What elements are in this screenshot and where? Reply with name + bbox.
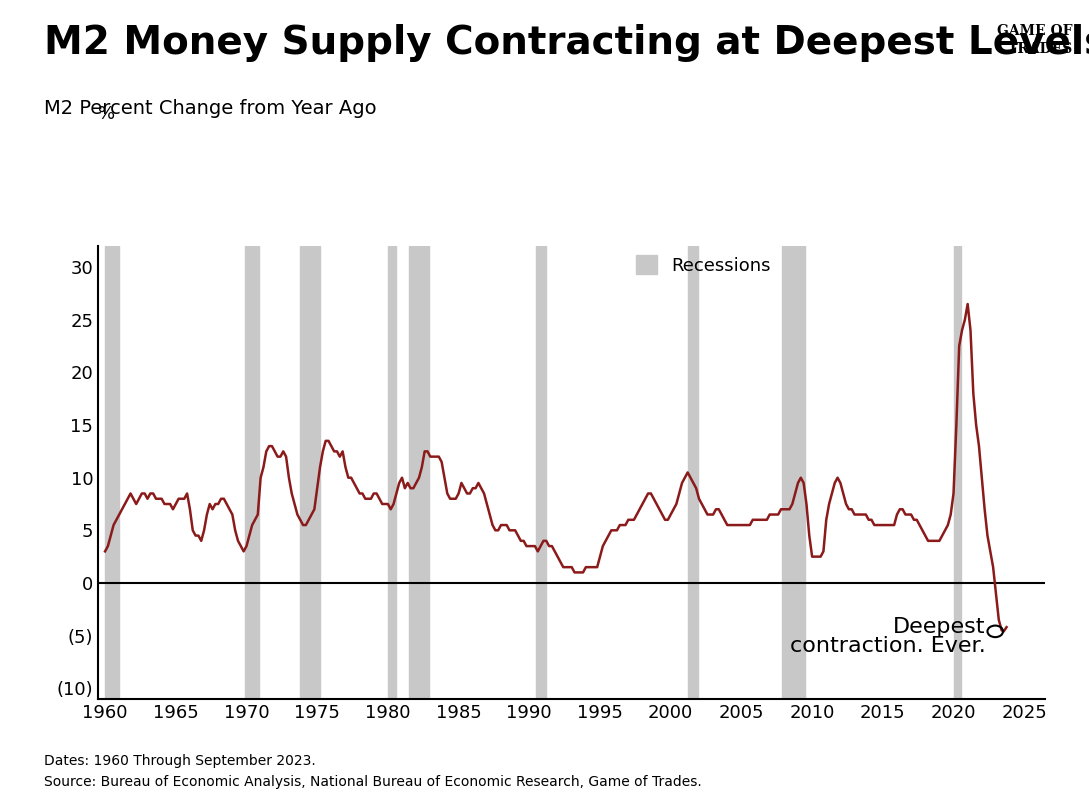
Bar: [301, 246, 320, 699]
Bar: [388, 246, 396, 699]
Text: Deepest: Deepest: [893, 617, 986, 637]
Text: M2 Money Supply Contracting at Deepest Levels: M2 Money Supply Contracting at Deepest L…: [44, 24, 1089, 62]
Bar: [954, 246, 960, 699]
Bar: [409, 246, 429, 699]
Text: GAME OF
TRADES: GAME OF TRADES: [998, 24, 1073, 56]
Bar: [687, 246, 698, 699]
Legend: Recessions: Recessions: [636, 255, 771, 275]
Bar: [105, 246, 119, 699]
Text: M2 Percent Change from Year Ago: M2 Percent Change from Year Ago: [44, 99, 376, 118]
Text: contraction. Ever.: contraction. Ever.: [790, 636, 986, 656]
Text: Dates: 1960 Through September 2023.
Source: Bureau of Economic Analysis, Nationa: Dates: 1960 Through September 2023. Sour…: [44, 754, 701, 789]
Bar: [245, 246, 259, 699]
Bar: [782, 246, 805, 699]
Bar: [537, 246, 547, 699]
Text: %: %: [98, 105, 115, 123]
